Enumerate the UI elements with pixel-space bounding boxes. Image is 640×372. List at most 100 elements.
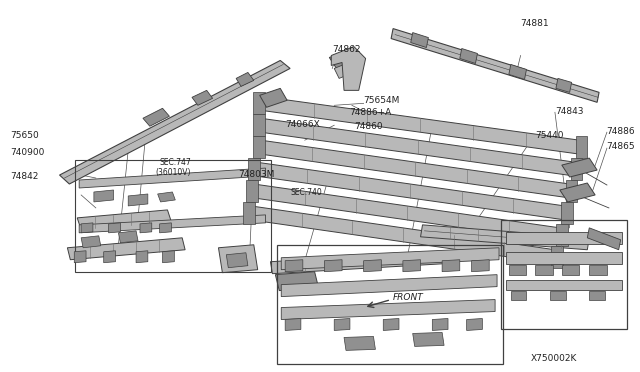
Polygon shape	[236, 73, 254, 86]
Polygon shape	[334, 62, 354, 78]
Polygon shape	[364, 260, 381, 272]
Text: FRONT: FRONT	[393, 293, 424, 302]
Polygon shape	[562, 158, 597, 177]
Polygon shape	[560, 183, 595, 202]
Polygon shape	[275, 272, 319, 291]
Polygon shape	[77, 210, 172, 230]
Polygon shape	[411, 33, 428, 48]
Text: SEC.747: SEC.747	[159, 158, 191, 167]
Polygon shape	[330, 48, 362, 70]
Text: 74803M: 74803M	[238, 170, 275, 179]
Text: 75654M: 75654M	[364, 96, 400, 105]
Polygon shape	[81, 223, 93, 233]
Polygon shape	[246, 180, 258, 202]
Polygon shape	[227, 253, 248, 268]
Text: X750002K: X750002K	[531, 355, 577, 363]
Text: 740900: 740900	[10, 148, 45, 157]
Polygon shape	[260, 89, 287, 107]
Polygon shape	[403, 260, 420, 272]
Polygon shape	[535, 265, 553, 275]
Polygon shape	[79, 215, 266, 233]
Polygon shape	[81, 236, 100, 248]
Polygon shape	[420, 225, 589, 250]
Polygon shape	[556, 224, 568, 246]
Polygon shape	[509, 265, 527, 275]
Polygon shape	[159, 223, 172, 233]
Polygon shape	[60, 61, 290, 184]
Polygon shape	[260, 96, 579, 154]
Polygon shape	[104, 251, 115, 263]
Polygon shape	[218, 245, 258, 273]
Polygon shape	[260, 140, 570, 198]
Text: 75650: 75650	[10, 131, 39, 140]
Polygon shape	[472, 260, 489, 272]
Polygon shape	[140, 223, 152, 233]
Polygon shape	[561, 202, 573, 224]
Text: SEC.740: SEC.740	[290, 188, 322, 197]
Polygon shape	[281, 275, 497, 296]
Polygon shape	[589, 265, 607, 275]
Text: 74066X: 74066X	[285, 120, 320, 129]
Polygon shape	[243, 202, 255, 224]
Polygon shape	[118, 231, 138, 243]
Polygon shape	[157, 192, 175, 202]
Polygon shape	[511, 291, 527, 299]
Polygon shape	[566, 180, 577, 202]
Text: 74886+A: 74886+A	[349, 108, 391, 117]
Polygon shape	[413, 333, 444, 346]
Polygon shape	[383, 318, 399, 330]
Polygon shape	[271, 252, 444, 274]
Polygon shape	[344, 336, 376, 350]
Polygon shape	[128, 194, 148, 206]
Polygon shape	[285, 318, 301, 330]
Bar	[277, 245, 503, 364]
Polygon shape	[556, 78, 572, 92]
Polygon shape	[334, 318, 350, 330]
Polygon shape	[79, 168, 266, 188]
Polygon shape	[254, 184, 560, 242]
Text: (36010V): (36010V)	[156, 168, 191, 177]
Polygon shape	[589, 291, 605, 299]
Polygon shape	[562, 265, 579, 275]
Polygon shape	[163, 251, 174, 263]
Polygon shape	[256, 162, 564, 220]
Text: 74842: 74842	[10, 172, 39, 181]
Polygon shape	[506, 252, 621, 264]
Text: 74843: 74843	[555, 107, 584, 116]
Polygon shape	[253, 136, 264, 158]
Text: 74881: 74881	[520, 19, 549, 28]
Polygon shape	[460, 48, 477, 64]
Polygon shape	[248, 158, 260, 180]
Polygon shape	[260, 118, 575, 176]
Polygon shape	[551, 246, 563, 268]
Text: 75440: 75440	[535, 131, 564, 140]
Text: 74865: 74865	[606, 142, 635, 151]
Polygon shape	[332, 46, 365, 90]
Polygon shape	[143, 108, 170, 126]
Polygon shape	[94, 190, 113, 202]
Polygon shape	[391, 29, 599, 102]
Polygon shape	[136, 251, 148, 263]
Bar	[501, 220, 627, 330]
Text: 74862: 74862	[332, 45, 361, 54]
Polygon shape	[285, 260, 303, 272]
Bar	[76, 160, 271, 272]
Polygon shape	[506, 280, 621, 290]
Polygon shape	[253, 114, 264, 136]
Polygon shape	[509, 64, 527, 79]
Polygon shape	[575, 136, 588, 158]
Polygon shape	[67, 238, 185, 260]
Polygon shape	[432, 318, 448, 330]
Polygon shape	[467, 318, 483, 330]
Text: 74860: 74860	[354, 122, 383, 131]
Polygon shape	[281, 299, 495, 320]
Polygon shape	[550, 291, 566, 299]
Polygon shape	[588, 228, 621, 250]
Polygon shape	[506, 232, 621, 244]
Polygon shape	[253, 92, 264, 114]
Polygon shape	[442, 260, 460, 272]
Polygon shape	[74, 251, 86, 263]
Polygon shape	[192, 90, 212, 105]
Polygon shape	[109, 223, 120, 233]
Text: 74886: 74886	[606, 127, 635, 136]
